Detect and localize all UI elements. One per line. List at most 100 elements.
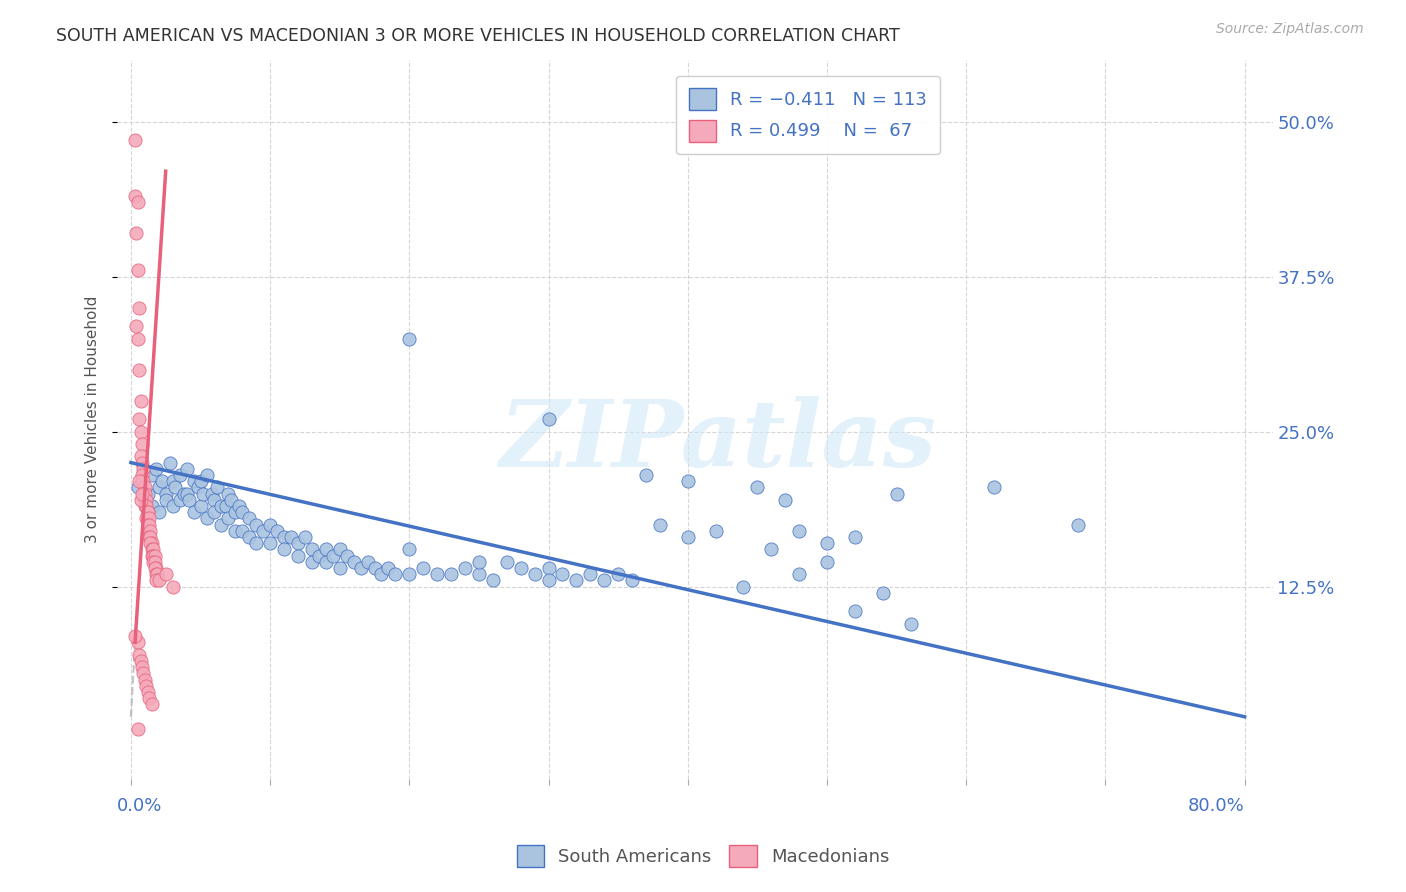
Point <box>139 530 162 544</box>
Point <box>228 499 250 513</box>
Point <box>356 555 378 569</box>
Legend: R = −0.411   N = 113, R = 0.499    N =  67: R = −0.411 N = 113, R = 0.499 N = 67 <box>676 76 941 154</box>
Point <box>315 542 337 557</box>
Text: 80.0%: 80.0% <box>1188 797 1244 815</box>
Point <box>377 561 399 575</box>
Point <box>125 319 148 334</box>
Point <box>127 480 149 494</box>
Point <box>145 567 167 582</box>
Point <box>142 549 165 563</box>
Point <box>301 542 323 557</box>
Point <box>145 561 167 575</box>
Point <box>145 462 167 476</box>
Point <box>150 474 173 488</box>
Point <box>398 332 420 346</box>
Point <box>148 505 170 519</box>
Point <box>136 517 159 532</box>
Point <box>509 561 531 575</box>
Point <box>128 474 150 488</box>
Point <box>872 586 894 600</box>
Text: 0.0%: 0.0% <box>117 797 162 815</box>
Point <box>141 499 163 513</box>
Point <box>132 474 155 488</box>
Point <box>131 456 153 470</box>
Point <box>266 524 288 538</box>
Point <box>129 450 152 464</box>
Point <box>579 567 602 582</box>
Point <box>900 616 922 631</box>
Point <box>173 486 195 500</box>
Point <box>454 561 477 575</box>
Point <box>336 549 359 563</box>
Point <box>127 635 149 649</box>
Point <box>134 499 156 513</box>
Point <box>148 574 170 588</box>
Point <box>322 549 344 563</box>
Point <box>217 511 239 525</box>
Point <box>287 536 309 550</box>
Legend: South Americans, Macedonians: South Americans, Macedonians <box>509 838 897 874</box>
Point <box>128 362 150 376</box>
Point <box>607 567 630 582</box>
Point <box>287 549 309 563</box>
Point <box>252 524 274 538</box>
Point <box>537 574 560 588</box>
Text: Source: ZipAtlas.com: Source: ZipAtlas.com <box>1216 22 1364 37</box>
Point <box>886 486 908 500</box>
Point <box>132 462 155 476</box>
Point <box>127 195 149 210</box>
Point <box>704 524 727 538</box>
Point <box>134 480 156 494</box>
Point <box>315 555 337 569</box>
Point <box>301 555 323 569</box>
Point <box>231 524 253 538</box>
Point <box>142 542 165 557</box>
Point <box>676 530 699 544</box>
Point <box>245 536 267 550</box>
Point <box>219 492 242 507</box>
Point <box>141 536 163 550</box>
Point <box>273 530 295 544</box>
Point <box>1066 517 1088 532</box>
Point <box>259 517 281 532</box>
Point <box>370 567 392 582</box>
Point <box>190 474 212 488</box>
Point <box>127 263 149 277</box>
Point <box>136 486 159 500</box>
Point <box>141 468 163 483</box>
Point <box>143 555 166 569</box>
Point <box>190 499 212 513</box>
Point <box>127 332 149 346</box>
Point <box>155 492 177 507</box>
Point <box>141 549 163 563</box>
Y-axis label: 3 or more Vehicles in Household: 3 or more Vehicles in Household <box>86 295 100 543</box>
Point <box>143 561 166 575</box>
Point <box>205 480 228 494</box>
Point <box>134 486 156 500</box>
Point <box>398 542 420 557</box>
Point <box>136 685 159 699</box>
Point <box>197 468 219 483</box>
Point <box>209 517 232 532</box>
Point <box>273 542 295 557</box>
Point <box>747 480 769 494</box>
Point <box>773 492 796 507</box>
Point <box>129 654 152 668</box>
Point <box>132 486 155 500</box>
Point <box>169 492 191 507</box>
Point <box>224 505 246 519</box>
Point <box>148 480 170 494</box>
Point <box>165 480 187 494</box>
Point <box>132 666 155 681</box>
Point <box>138 517 160 532</box>
Point <box>136 505 159 519</box>
Point <box>162 580 184 594</box>
Point <box>217 486 239 500</box>
Point <box>537 561 560 575</box>
Point <box>128 648 150 662</box>
Point <box>129 492 152 507</box>
Point <box>129 425 152 439</box>
Point <box>593 574 616 588</box>
Point <box>209 499 232 513</box>
Point <box>308 549 330 563</box>
